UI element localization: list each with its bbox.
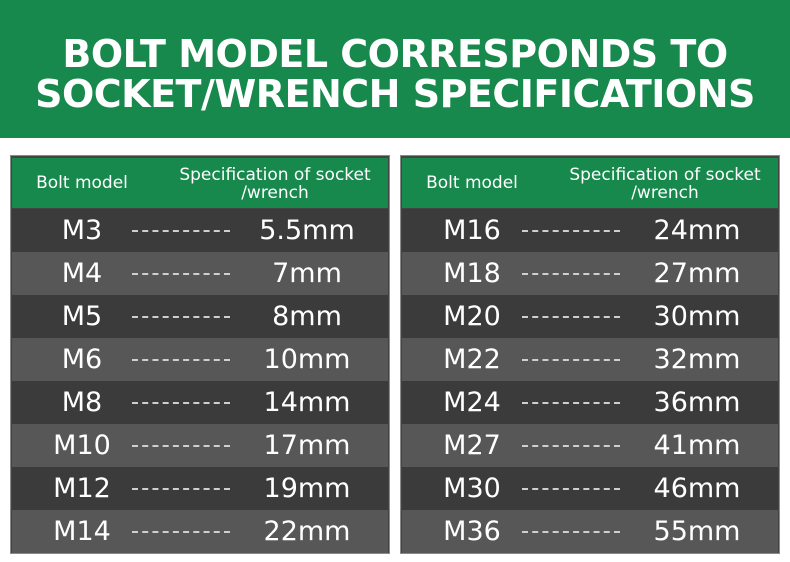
separator [132,488,230,490]
bolt-model: M10 [53,430,111,461]
socket-size: 14mm [263,387,351,418]
header-model: Bolt model [36,173,128,193]
bolt-model: M18 [443,258,501,289]
table-row: M12 19mm [12,467,388,510]
table-row: M8 14mm [12,381,388,424]
header-model: Bolt model [426,173,518,193]
bolt-model: M36 [443,516,501,547]
separator [522,230,620,232]
header-spec: /wrench [631,183,699,203]
table-row: M30 46mm [402,467,778,510]
separator [522,531,620,533]
table-row: M14 22mm [12,510,388,553]
bolt-model: M30 [443,473,501,504]
table-row: M24 36mm [402,381,778,424]
bolt-model: M3 [61,215,103,246]
table-row: M3 5.5mm [12,209,388,252]
separator [132,273,230,275]
bolt-model: M4 [61,258,103,289]
header-spec: /wrench [241,183,309,203]
bolt-model: M8 [61,387,103,418]
spec-table: Bolt model Specification of socket/wrench… [10,155,390,554]
bolt-model: M14 [53,516,111,547]
table-header: Bolt model Specification of socket/wrench [402,158,778,208]
bolt-model: M12 [53,473,111,504]
socket-size: 41mm [653,430,741,461]
table-row: M6 10mm [12,338,388,381]
header-spec: Specification of socket [569,165,761,185]
socket-size: 17mm [263,430,351,461]
separator [522,402,620,404]
table-row: M22 32mm [402,338,778,381]
separator [132,230,230,232]
separator [132,531,230,533]
bolt-model: M5 [61,301,103,332]
table-row: M16 24mm [402,209,778,252]
bolt-model: M16 [443,215,501,246]
table-row: M18 27mm [402,252,778,295]
bolt-model: M6 [61,344,103,375]
separator [522,445,620,447]
table-header: Bolt model Specification of socket/wrench [12,158,388,208]
socket-size: 30mm [653,301,741,332]
separator [522,273,620,275]
title-banner: BOLT MODEL CORRESPONDS TO SOCKET/WRENCH … [0,0,790,138]
table-row: M5 8mm [12,295,388,338]
header-spec: Specification of socket [179,165,371,185]
spec-table: Bolt model Specification of socket/wrench… [400,155,780,554]
socket-size: 8mm [272,301,342,332]
socket-size: 36mm [653,387,741,418]
table-row: M4 7mm [12,252,388,295]
socket-size: 5.5mm [259,215,355,246]
bolt-model: M20 [443,301,501,332]
title-line: BOLT MODEL CORRESPONDS TO [62,32,728,76]
socket-size: 46mm [653,473,741,504]
socket-size: 10mm [263,344,351,375]
separator [132,402,230,404]
bolt-model: M27 [443,430,501,461]
socket-size: 27mm [653,258,741,289]
table-row: M27 41mm [402,424,778,467]
socket-size: 22mm [263,516,351,547]
separator [522,488,620,490]
table-row: M36 55mm [402,510,778,553]
table-row: M10 17mm [12,424,388,467]
bolt-model: M22 [443,344,501,375]
socket-size: 55mm [653,516,741,547]
separator [132,445,230,447]
separator [522,316,620,318]
table-row: M20 30mm [402,295,778,338]
socket-size: 24mm [653,215,741,246]
socket-size: 32mm [653,344,741,375]
socket-size: 19mm [263,473,351,504]
title-line: SOCKET/WRENCH SPECIFICATIONS [35,72,755,116]
separator [132,359,230,361]
separator [522,359,620,361]
bolt-model: M24 [443,387,501,418]
socket-size: 7mm [272,258,342,289]
separator [132,316,230,318]
